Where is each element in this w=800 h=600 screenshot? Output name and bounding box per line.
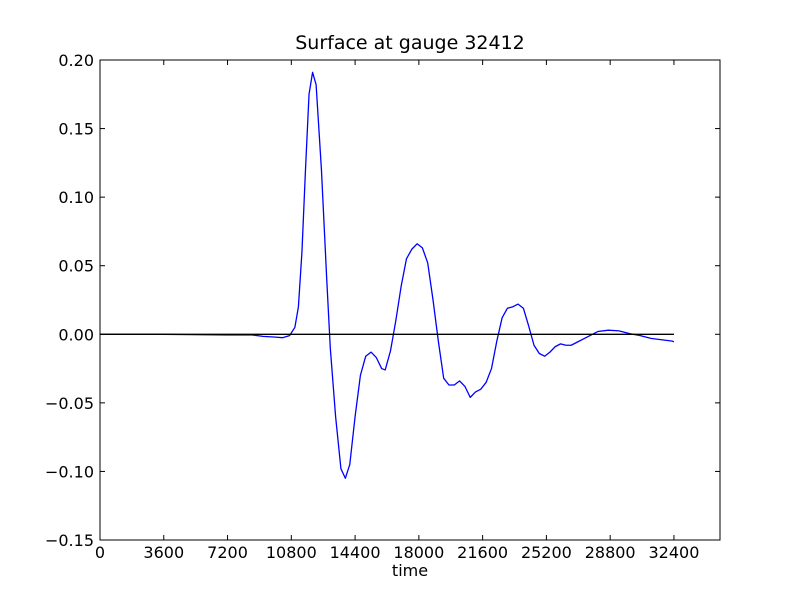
- y-tick-label-6: 0.15: [58, 120, 94, 139]
- y-tick-label-2: −0.05: [45, 394, 94, 413]
- y-tick-label-0: −0.15: [45, 531, 94, 550]
- y-tick-label-7: 0.20: [58, 51, 94, 70]
- x-tick-label-1: 3600: [143, 543, 184, 562]
- y-tick-label-5: 0.10: [58, 188, 94, 207]
- plot-area: 0 3600 7200 10800 14400 18000 21600 25200 28800 3…: [45, 51, 721, 562]
- y-tick-label-4: 0.05: [58, 257, 94, 276]
- x-tick-label-0: 0: [95, 543, 105, 562]
- x-tick-label-6: 21600: [457, 543, 508, 562]
- y-tick-label-1: −0.10: [45, 462, 94, 481]
- x-tick-label-5: 18000: [393, 543, 444, 562]
- y-tick-label-3: 0.00: [58, 325, 94, 344]
- series-line-0: [100, 71, 675, 479]
- x-axis-title: time: [392, 561, 428, 580]
- x-tick-label-9: 32400: [648, 543, 699, 562]
- plot-frame: [99, 59, 721, 541]
- x-tick-label-7: 25200: [521, 543, 572, 562]
- x-tick-label-2: 7200: [207, 543, 248, 562]
- chart-title: Surface at gauge 32412: [295, 32, 525, 54]
- x-tick-label-3: 10800: [266, 543, 317, 562]
- x-tick-label-4: 14400: [330, 543, 381, 562]
- x-tick-label-8: 28800: [585, 543, 636, 562]
